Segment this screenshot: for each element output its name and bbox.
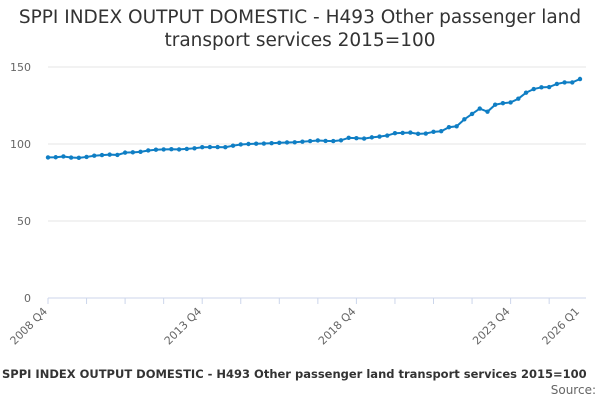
data-point bbox=[130, 150, 136, 155]
data-point bbox=[230, 143, 236, 148]
data-point bbox=[68, 155, 74, 160]
data-point bbox=[246, 141, 251, 147]
data-point bbox=[61, 154, 66, 159]
data-point bbox=[45, 155, 51, 160]
data-point bbox=[338, 138, 344, 143]
data-point bbox=[300, 139, 305, 144]
data-point bbox=[508, 100, 513, 105]
x-tick-label: 2013 Q4 bbox=[162, 305, 205, 348]
data-point bbox=[146, 148, 151, 153]
data-point bbox=[207, 144, 213, 150]
data-point bbox=[415, 131, 421, 137]
data-point bbox=[184, 146, 189, 152]
data-point bbox=[523, 90, 529, 95]
x-axis: 2008 Q4 2013 Q4 2018 Q4 2023 Q4 2026 Q1 bbox=[8, 298, 583, 348]
data-point bbox=[331, 138, 336, 144]
data-point bbox=[408, 130, 413, 135]
x-tick-label: 2023 Q4 bbox=[470, 305, 513, 348]
y-tick-label: 50 bbox=[17, 215, 31, 228]
data-point bbox=[323, 138, 328, 144]
data-point bbox=[454, 124, 459, 129]
data-point bbox=[200, 145, 205, 150]
data-point bbox=[531, 86, 536, 92]
data-point bbox=[161, 147, 166, 152]
data-point bbox=[115, 152, 120, 158]
data-point bbox=[176, 147, 182, 152]
data-point bbox=[462, 117, 467, 122]
data-point bbox=[76, 155, 82, 161]
data-point bbox=[277, 140, 282, 145]
data-point bbox=[284, 140, 290, 145]
y-tick-label: 100 bbox=[10, 138, 31, 151]
series bbox=[45, 76, 583, 161]
data-point bbox=[385, 133, 390, 138]
data-point bbox=[546, 84, 552, 90]
data-point bbox=[392, 131, 398, 136]
data-point bbox=[292, 140, 297, 145]
source-label: Source: bbox=[550, 383, 596, 397]
data-point bbox=[253, 141, 259, 146]
data-point bbox=[369, 135, 375, 140]
data-point bbox=[400, 130, 405, 136]
data-point bbox=[477, 106, 482, 111]
data-point bbox=[562, 80, 567, 85]
data-point bbox=[269, 141, 274, 146]
data-point bbox=[492, 102, 498, 107]
data-point bbox=[192, 146, 197, 151]
y-tick-label: 0 bbox=[24, 292, 31, 305]
data-point bbox=[554, 81, 560, 87]
data-point bbox=[169, 147, 174, 152]
footer-caption: SPPI INDEX OUTPUT DOMESTIC - H493 Other … bbox=[2, 367, 587, 381]
data-point bbox=[153, 147, 159, 152]
data-point bbox=[577, 76, 583, 82]
data-point bbox=[223, 145, 228, 150]
data-point bbox=[431, 129, 436, 135]
data-point bbox=[122, 150, 128, 155]
data-point bbox=[539, 85, 544, 90]
x-tick-label: 2026 Q1 bbox=[540, 305, 583, 348]
data-point bbox=[315, 138, 321, 143]
data-point bbox=[354, 135, 359, 141]
data-point bbox=[107, 152, 112, 157]
data-point bbox=[469, 111, 475, 117]
data-point bbox=[377, 134, 382, 139]
data-point bbox=[238, 142, 243, 147]
y-tick-label: 150 bbox=[10, 61, 31, 74]
x-tick-label: 2018 Q4 bbox=[316, 305, 359, 348]
data-point bbox=[516, 96, 521, 101]
data-point bbox=[346, 135, 351, 141]
grid: 0 50 100 150 bbox=[10, 61, 586, 305]
data-point bbox=[500, 100, 506, 106]
data-point bbox=[423, 131, 428, 136]
data-point bbox=[570, 80, 575, 85]
data-point bbox=[361, 136, 367, 141]
data-point bbox=[92, 153, 97, 158]
data-point bbox=[446, 125, 452, 130]
data-point bbox=[84, 154, 89, 160]
chart-title: SPPI INDEX OUTPUT DOMESTIC - H493 Other … bbox=[18, 7, 582, 51]
data-point bbox=[485, 109, 490, 114]
data-point bbox=[53, 155, 58, 160]
series-line bbox=[47, 78, 581, 159]
data-point bbox=[439, 129, 444, 134]
data-point bbox=[307, 138, 313, 144]
data-point bbox=[138, 149, 143, 155]
data-point bbox=[99, 152, 105, 158]
data-point bbox=[215, 144, 220, 150]
x-tick-label: 2008 Q4 bbox=[8, 305, 51, 348]
data-point bbox=[261, 141, 267, 146]
